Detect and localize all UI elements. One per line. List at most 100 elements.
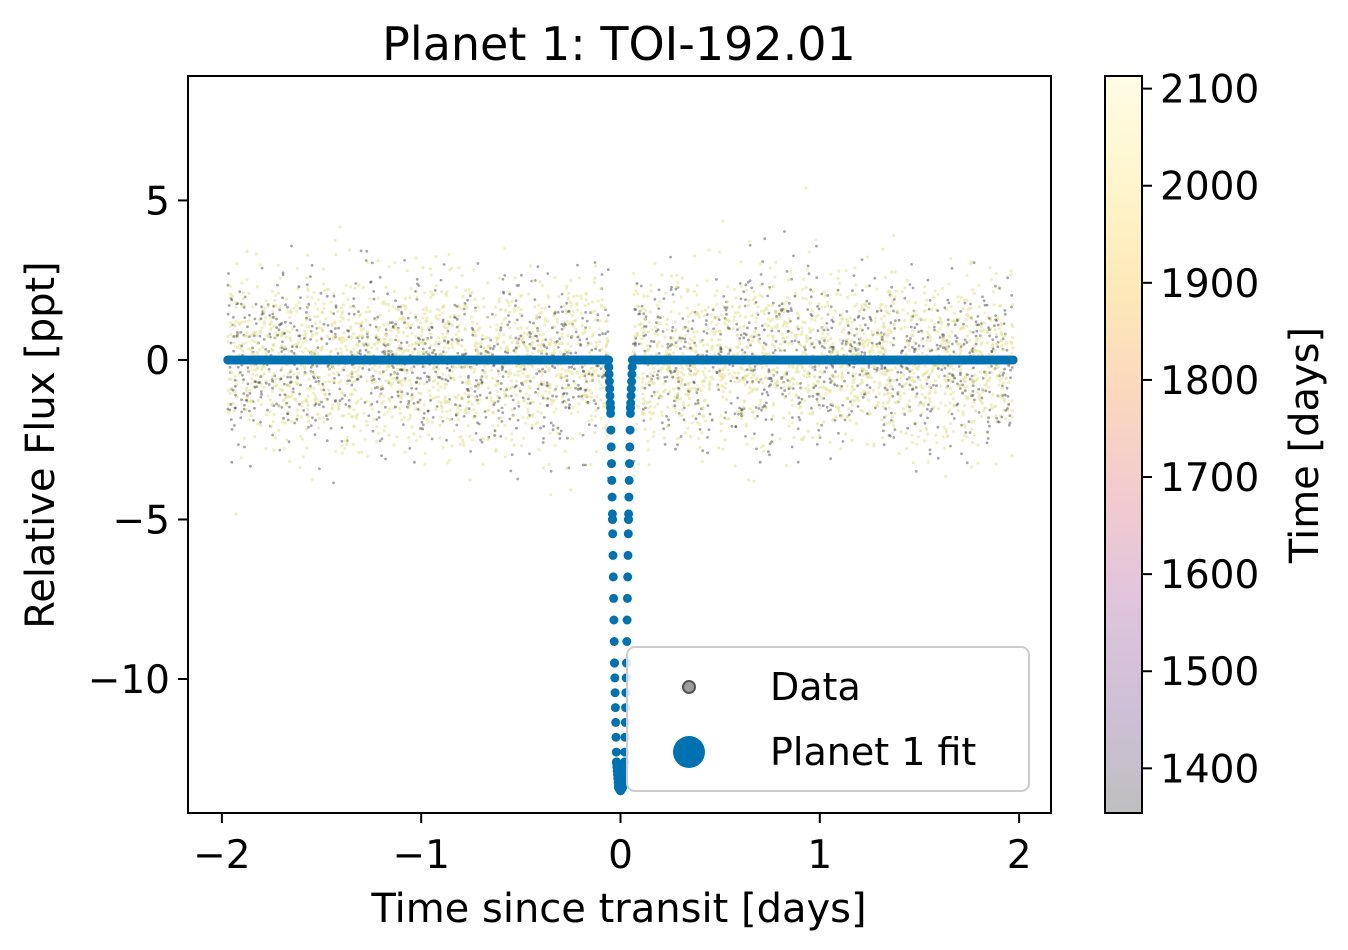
data-point <box>941 364 945 368</box>
data-point <box>411 371 414 374</box>
data-point <box>429 290 433 294</box>
data-point <box>829 336 833 340</box>
data-point <box>928 338 932 343</box>
data-point <box>231 388 235 392</box>
data-point <box>276 332 280 336</box>
data-point <box>895 309 899 313</box>
data-point <box>350 375 354 379</box>
data-point <box>469 450 472 453</box>
data-point <box>397 308 401 312</box>
data-point <box>866 375 870 379</box>
data-point <box>226 334 230 338</box>
data-point <box>338 387 342 391</box>
data-point <box>535 313 539 317</box>
data-point <box>920 329 923 333</box>
data-point <box>993 328 997 332</box>
data-point <box>828 440 832 444</box>
data-point <box>389 384 393 388</box>
data-point <box>999 344 1004 348</box>
data-point <box>937 320 940 324</box>
data-point <box>273 331 277 335</box>
data-point <box>555 317 559 321</box>
data-point <box>956 295 960 299</box>
data-point <box>482 371 486 375</box>
data-point <box>679 383 683 387</box>
data-point <box>371 429 375 433</box>
data-point <box>369 391 373 395</box>
data-point <box>879 303 883 307</box>
data-point <box>970 405 975 409</box>
data-point <box>404 307 408 311</box>
data-point <box>800 326 804 330</box>
data-point <box>408 413 413 417</box>
data-point <box>669 310 673 314</box>
data-point <box>823 346 826 350</box>
data-point <box>662 427 665 431</box>
data-point <box>970 441 975 445</box>
data-point <box>514 336 518 340</box>
data-point <box>936 309 940 312</box>
data-point <box>255 366 259 370</box>
data-point <box>428 394 432 398</box>
data-point <box>910 388 914 391</box>
data-point <box>831 348 835 351</box>
data-point <box>829 272 833 276</box>
data-point <box>300 401 304 405</box>
data-point <box>341 291 345 295</box>
data-point <box>703 399 707 403</box>
data-point <box>829 381 832 384</box>
data-point <box>546 319 550 323</box>
data-point <box>270 378 274 381</box>
data-point <box>729 379 733 383</box>
data-point <box>305 295 310 299</box>
data-point <box>657 288 661 292</box>
data-point <box>856 384 859 388</box>
data-point <box>989 316 993 320</box>
data-point <box>828 350 831 353</box>
data-point <box>839 415 843 419</box>
data-point <box>866 326 870 330</box>
data-point <box>560 341 564 346</box>
data-point <box>642 419 646 422</box>
data-point <box>785 300 789 304</box>
data-point <box>850 347 854 351</box>
data-point <box>733 380 737 384</box>
data-point <box>480 333 485 337</box>
data-point <box>493 429 497 433</box>
data-point <box>893 366 897 370</box>
data-point <box>563 369 567 373</box>
data-point <box>364 348 368 352</box>
data-point <box>536 409 540 414</box>
data-point <box>853 394 857 398</box>
data-point <box>672 300 676 304</box>
data-point <box>305 283 309 287</box>
data-point <box>870 332 874 337</box>
data-point <box>605 342 609 346</box>
data-point <box>574 327 578 331</box>
data-point <box>924 303 928 307</box>
data-point <box>583 304 587 308</box>
data-point <box>1002 393 1006 397</box>
data-point <box>650 394 654 398</box>
data-point <box>476 386 480 390</box>
data-point <box>463 312 466 316</box>
data-point <box>730 425 734 428</box>
data-point <box>928 448 932 452</box>
data-point <box>416 400 420 404</box>
data-point <box>556 431 560 435</box>
data-point <box>497 297 501 301</box>
data-point <box>422 403 426 407</box>
data-point <box>719 429 723 433</box>
data-point <box>706 451 709 455</box>
data-point <box>810 366 814 370</box>
data-point <box>682 403 686 408</box>
data-point <box>271 343 275 347</box>
data-point <box>558 337 562 341</box>
data-point <box>480 380 484 384</box>
data-point <box>442 263 446 266</box>
data-point <box>972 261 976 265</box>
data-point <box>419 334 423 338</box>
data-point <box>892 336 896 340</box>
data-point <box>809 313 813 316</box>
data-point <box>927 392 931 396</box>
